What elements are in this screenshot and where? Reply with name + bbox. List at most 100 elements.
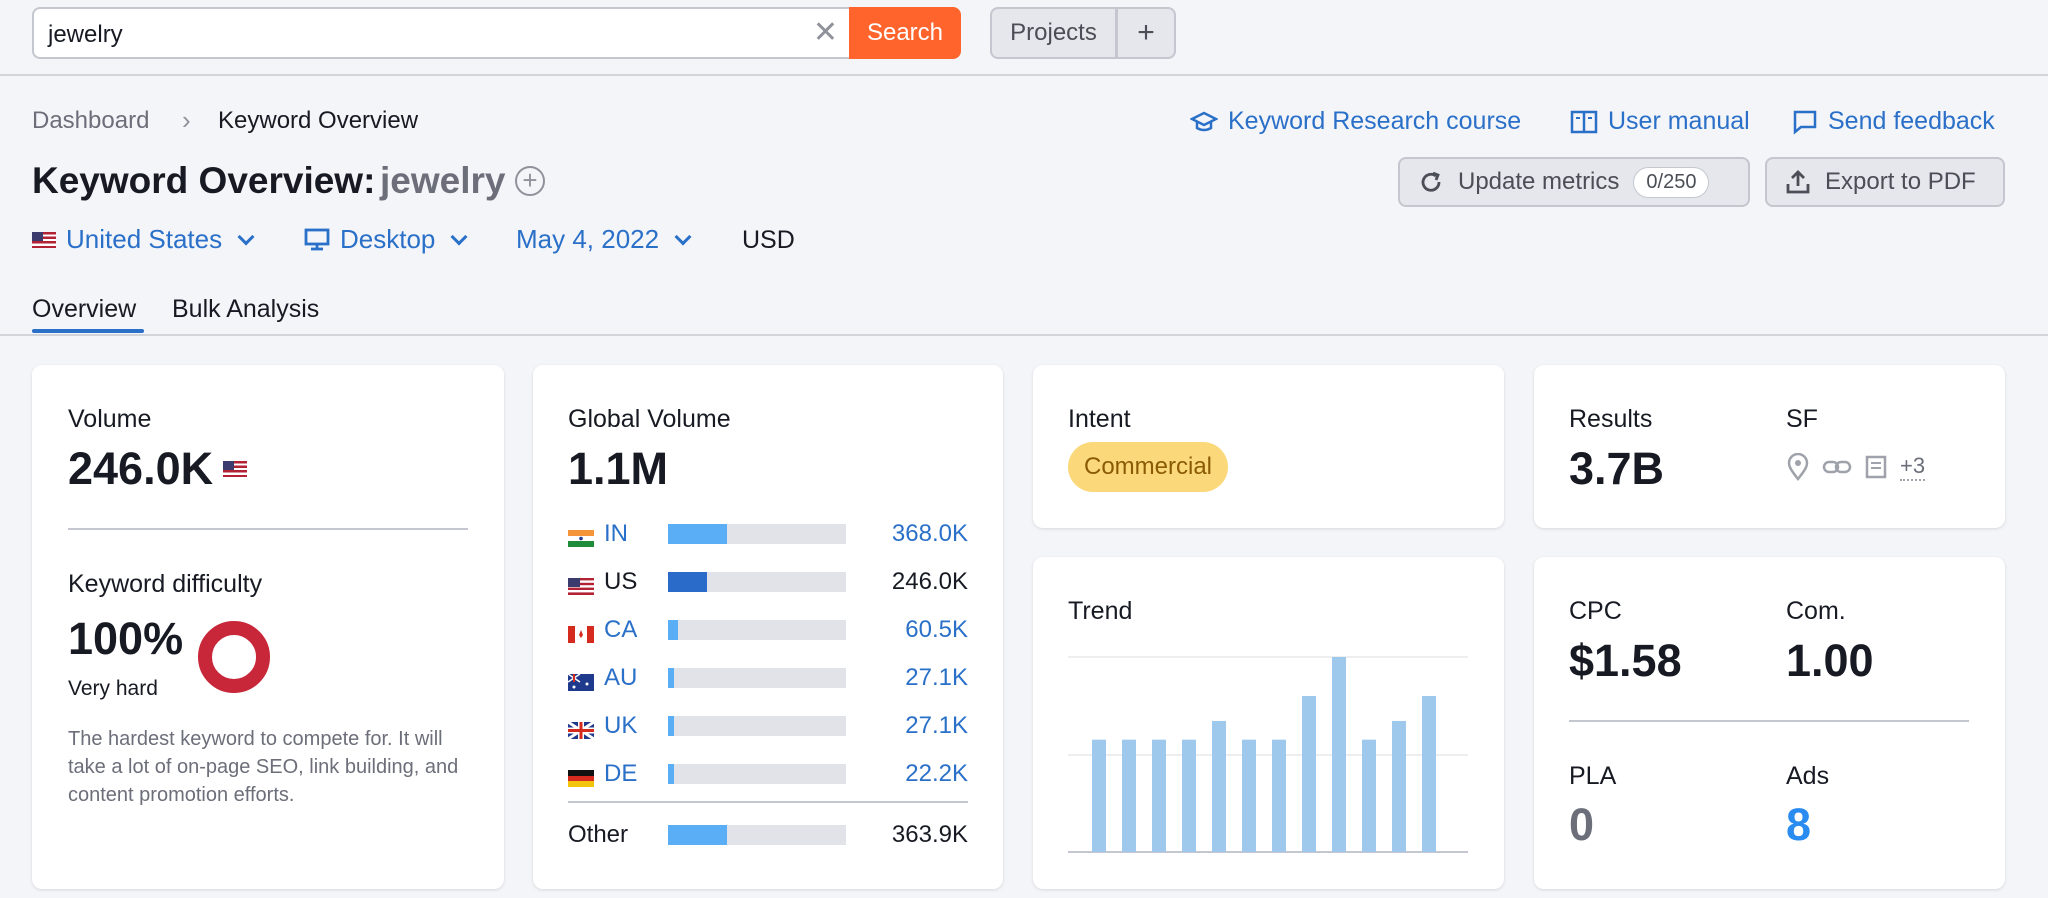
- country-code[interactable]: AU: [604, 664, 638, 691]
- country-code[interactable]: DE: [604, 760, 638, 787]
- country-code: US: [604, 568, 638, 595]
- intent-badge: Commercial: [1068, 442, 1229, 492]
- uk-flag-icon: [567, 718, 595, 740]
- chevron-right-icon: ›: [182, 105, 191, 135]
- country-volume-value: 246.0K: [891, 568, 968, 595]
- location-pin-icon[interactable]: [1786, 453, 1810, 481]
- breadcrumb-dashboard[interactable]: Dashboard: [32, 107, 150, 134]
- us-flag-icon: [223, 461, 248, 477]
- global-volume-label: Global Volume: [568, 405, 731, 433]
- global-volume-other-row: Other 363.9K: [568, 820, 968, 850]
- country-code[interactable]: CA: [604, 616, 638, 643]
- trend-bar[interactable]: [1392, 720, 1406, 852]
- search-input-value: jewelry: [48, 21, 123, 48]
- ads-value[interactable]: 8: [1786, 799, 1812, 850]
- country-code[interactable]: UK: [604, 712, 638, 739]
- date-select-value: May 4, 2022: [516, 224, 660, 254]
- search-button[interactable]: Search: [849, 7, 961, 59]
- volume-value-row: 246.0K: [68, 443, 248, 495]
- clear-icon[interactable]: ✕: [812, 16, 838, 49]
- com-label: Com.: [1786, 597, 1846, 625]
- keyword-difficulty-label: Keyword difficulty: [68, 570, 263, 598]
- global-volume-divider: [568, 801, 968, 803]
- tab-bulk-analysis[interactable]: Bulk Analysis: [172, 295, 320, 323]
- export-pdf-button[interactable]: Export to PDF: [1765, 157, 2005, 207]
- trend-bar[interactable]: [1122, 739, 1136, 852]
- card-divider: [68, 528, 468, 530]
- page-title: Keyword Overview:: [32, 160, 376, 201]
- keyword-difficulty-value: 100%: [68, 613, 184, 664]
- trend-bar[interactable]: [1212, 720, 1226, 852]
- country-select[interactable]: United States: [32, 224, 255, 255]
- volume-share-bar: [668, 572, 846, 592]
- country-volume-value[interactable]: 368.0K: [891, 520, 968, 547]
- volume-label: Volume: [68, 405, 152, 433]
- global-volume-row-in: IN 368.0K: [568, 519, 968, 549]
- add-project-button[interactable]: +: [1116, 7, 1176, 59]
- update-metrics-button[interactable]: Update metrics 0/250: [1398, 157, 1750, 207]
- country-select-value: United States: [66, 224, 223, 254]
- volume-card: Volume 246.0K Keyword difficulty 100% Ve…: [32, 365, 504, 889]
- trend-bar[interactable]: [1092, 739, 1106, 852]
- device-select[interactable]: Desktop: [304, 224, 468, 255]
- projects-button[interactable]: Projects: [990, 7, 1117, 59]
- other-value: 363.9K: [891, 821, 968, 848]
- manual-link-label: User manual: [1608, 107, 1750, 135]
- cpc-label: CPC: [1569, 597, 1622, 625]
- trend-bar[interactable]: [1272, 739, 1286, 852]
- volume-share-bar: [668, 716, 846, 736]
- volume-share-bar: [668, 620, 846, 640]
- article-icon[interactable]: [1864, 454, 1888, 480]
- send-feedback-link[interactable]: Send feedback: [1792, 107, 1995, 136]
- chevron-down-icon: [237, 228, 255, 245]
- trend-bar[interactable]: [1182, 739, 1196, 852]
- global-volume-row-uk: UK 27.1K: [567, 711, 968, 741]
- country-volume-value[interactable]: 27.1K: [905, 712, 968, 739]
- keyword-research-course-link[interactable]: Keyword Research course: [1190, 107, 1521, 136]
- other-bar: [668, 825, 846, 845]
- chat-bubble-icon: [1793, 110, 1817, 135]
- trend-bar[interactable]: [1362, 739, 1376, 852]
- trend-bar[interactable]: [1332, 657, 1346, 852]
- trend-card: Trend: [1033, 557, 1504, 889]
- trend-bar[interactable]: [1302, 696, 1316, 852]
- volume-share-bar: [668, 668, 846, 688]
- link-icon[interactable]: [1822, 457, 1852, 477]
- trend-label: Trend: [1068, 597, 1133, 625]
- keyword-difficulty-level: Very hard: [68, 677, 158, 700]
- add-keyword-icon[interactable]: +: [515, 166, 545, 196]
- volume-share-bar-fill: [668, 620, 678, 640]
- card-divider: [1569, 720, 1969, 722]
- tab-overview[interactable]: Overview: [32, 295, 137, 323]
- sf-label: SF: [1786, 405, 1818, 433]
- active-tab-indicator: [32, 329, 144, 333]
- sf-more-link[interactable]: +3: [1900, 453, 1926, 481]
- country-code[interactable]: IN: [604, 520, 628, 547]
- volume-share-bar: [668, 764, 846, 784]
- country-volume-value[interactable]: 22.2K: [905, 760, 968, 787]
- in-flag-icon: [568, 526, 594, 547]
- trend-bar[interactable]: [1242, 739, 1256, 852]
- trend-bar[interactable]: [1422, 696, 1436, 852]
- breadcrumb-current: Keyword Overview: [218, 107, 419, 134]
- currency-label: USD: [742, 226, 795, 254]
- tabs-divider: [0, 334, 2048, 336]
- global-volume-row-de: DE 22.2K: [568, 759, 968, 789]
- trend-bar[interactable]: [1152, 739, 1166, 852]
- volume-share-bar-fill: [668, 668, 674, 688]
- sf-icons: +3: [1786, 453, 1926, 481]
- pla-value: 0: [1569, 799, 1595, 850]
- search-input[interactable]: jewelry ✕: [32, 7, 850, 59]
- us-flag-icon: [568, 574, 594, 595]
- course-link-label: Keyword Research course: [1228, 107, 1522, 135]
- country-volume-value[interactable]: 27.1K: [905, 664, 968, 691]
- volume-value: 246.0K: [68, 443, 214, 494]
- user-manual-link[interactable]: User manual: [1570, 107, 1750, 136]
- volume-share-bar-fill: [668, 764, 674, 784]
- date-select[interactable]: May 4, 2022: [516, 224, 692, 255]
- results-label: Results: [1569, 405, 1653, 433]
- graduation-cap-icon: [1190, 111, 1218, 131]
- country-volume-value[interactable]: 60.5K: [905, 616, 968, 643]
- chevron-down-icon: [674, 228, 692, 245]
- update-metrics-badge: 0/250: [1633, 166, 1710, 198]
